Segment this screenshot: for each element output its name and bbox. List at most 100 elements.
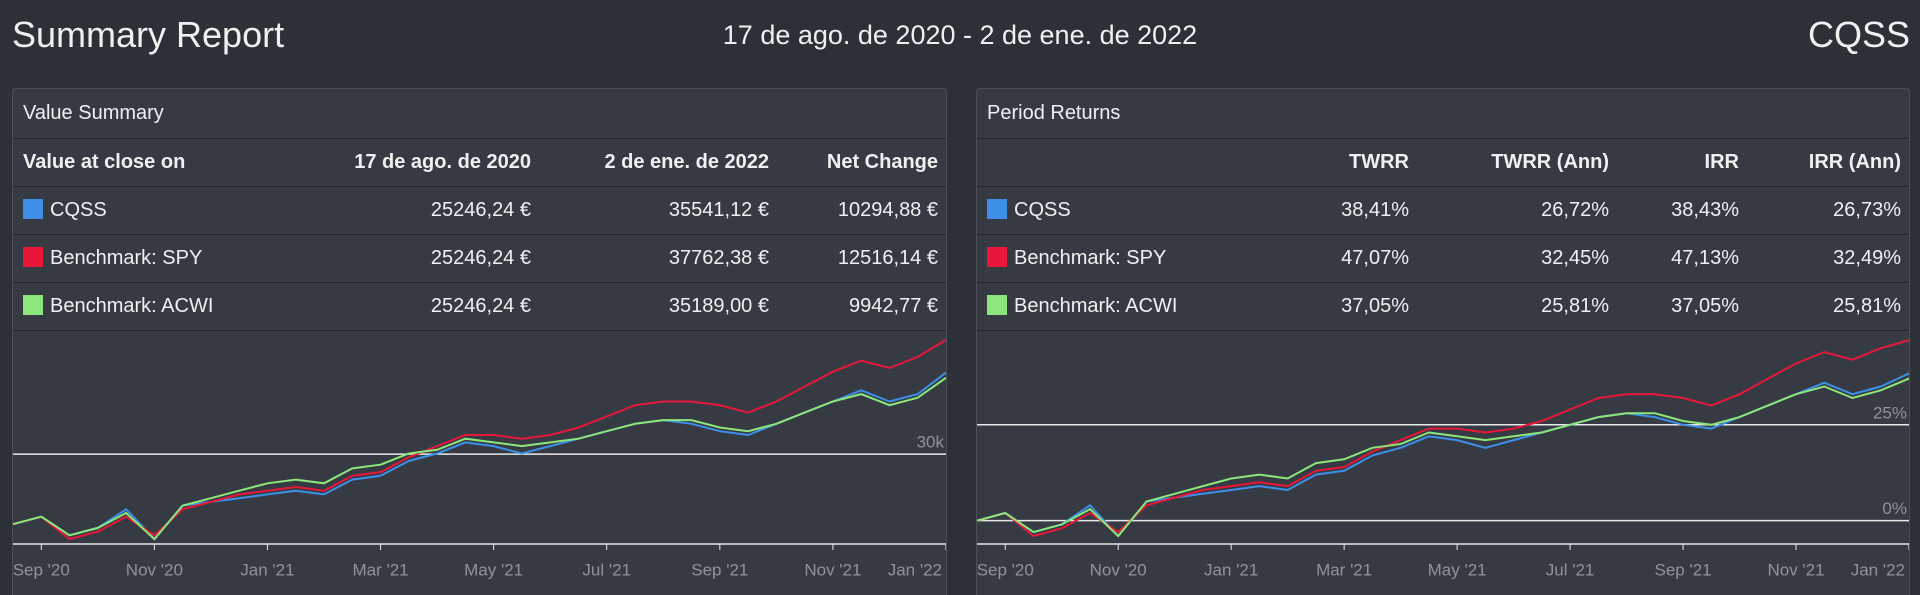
header-cell: 2 de ene. de 2022: [604, 151, 769, 173]
table-cell: CQSS: [23, 187, 281, 234]
header-cell: Value at close on: [23, 151, 186, 173]
cell-text: CQSS: [1014, 199, 1071, 221]
x-tick-label: Sep '21: [691, 560, 748, 579]
table-row: Benchmark: ACWI 25246,24 € 35189,00 € 9942,…: [13, 283, 946, 331]
x-tick-label: Nov '20: [126, 560, 183, 579]
table-row: Benchmark: SPY 47,07% 32,45% 47,13% 32,49%: [977, 235, 1909, 283]
cell-text: 37,05%: [1671, 295, 1739, 317]
table-cell: 37,05%: [1609, 283, 1739, 330]
cell-text: 25246,24 €: [430, 295, 531, 317]
cell-text: 37762,38 €: [668, 247, 769, 269]
table-cell: 35189,00 €: [531, 283, 769, 330]
table-cell: 25,81%: [1739, 283, 1901, 330]
table-cell: 26,72%: [1409, 187, 1609, 234]
table-cell: 25246,24 €: [281, 187, 531, 234]
x-tick-label: Jul '21: [582, 560, 631, 579]
table-cell: 37762,38 €: [531, 235, 769, 282]
legend-swatch: [987, 247, 1007, 267]
report-title: Summary Report: [12, 14, 285, 55]
x-tick-label: Sep '20: [13, 560, 70, 579]
cell-text: 38,41%: [1341, 199, 1409, 221]
x-tick-label: Mar '21: [1316, 560, 1372, 579]
panel-title: Value Summary: [13, 89, 946, 139]
series-line: [977, 377, 1909, 538]
returns-table: TWRR TWRR (Ann) IRR IRR (Ann) CQSS 38,41% 26,7…: [977, 139, 1909, 331]
table-cell: 38,41%: [1237, 187, 1409, 234]
table-cell: 47,07%: [1237, 235, 1409, 282]
cell-text: 47,07%: [1341, 247, 1409, 269]
period-returns-panel: Period Returns TWRR TWRR (Ann) IRR IRR (Ann…: [976, 88, 1910, 595]
table-cell: 25,81%: [1409, 283, 1609, 330]
header-cell: IRR (Ann): [1808, 151, 1901, 173]
header-cell: Net Change: [826, 151, 938, 173]
legend-swatch: [987, 295, 1007, 315]
x-tick-label: Jan '22: [888, 560, 942, 579]
table-row: CQSS 38,41% 26,72% 38,43% 26,73%: [977, 187, 1909, 235]
legend-swatch: [23, 295, 43, 315]
series-line: [977, 372, 1909, 538]
table-cell: 37,05%: [1237, 283, 1409, 330]
table-header-row: TWRR TWRR (Ann) IRR IRR (Ann): [977, 139, 1909, 187]
table-cell: 25246,24 €: [281, 283, 531, 330]
table-row: Benchmark: SPY 25246,24 € 37762,38 € 12516,…: [13, 235, 946, 283]
chart: 0% 25% Sep '20 Nov '20 Jan '21 Mar '21 May '21…: [977, 339, 1909, 579]
table-cell: 26,73%: [1739, 187, 1901, 234]
y-tick-label: 0%: [1882, 499, 1907, 518]
header-cell: 17 de ago. de 2020: [354, 151, 531, 173]
x-tick-label: Nov '20: [1090, 560, 1147, 579]
table-cell: CQSS: [987, 187, 1237, 234]
x-tick-label: Jan '21: [1204, 560, 1258, 579]
cell-text: 26,73%: [1833, 199, 1901, 221]
x-tick-label: Mar '21: [352, 560, 408, 579]
y-tick-label: 25%: [1873, 403, 1907, 422]
series-line: [13, 339, 946, 541]
cell-text: 37,05%: [1341, 295, 1409, 317]
table-row: CQSS 25246,24 € 35541,12 € 10294,88 €: [13, 187, 946, 235]
series-line: [13, 376, 946, 541]
x-tick-label: Jan '22: [1851, 560, 1905, 579]
table-cell: 35541,12 €: [531, 187, 769, 234]
cell-text: 12516,14 €: [837, 247, 938, 269]
portfolio-name: CQSS: [1807, 14, 1910, 55]
table-cell: 25246,24 €: [281, 235, 531, 282]
value-table: Value at close on 17 de ago. de 2020 2 de …: [13, 139, 946, 331]
cell-text: 32,45%: [1541, 247, 1609, 269]
table-cell: 32,49%: [1739, 235, 1901, 282]
value-summary-panel: Value Summary Value at close on 17 de ago…: [12, 88, 947, 595]
cell-text: 47,13%: [1671, 247, 1739, 269]
cell-text: Benchmark: ACWI: [1014, 295, 1178, 317]
cell-text: 35541,12 €: [668, 199, 769, 221]
table-header-row: Value at close on 17 de ago. de 2020 2 de …: [13, 139, 946, 187]
x-tick-label: Jul '21: [1546, 560, 1595, 579]
header-cell: [987, 139, 1237, 186]
cell-text: Benchmark: SPY: [1014, 247, 1167, 269]
header-cell: TWRR: [1349, 151, 1409, 173]
chart: 30k Sep '20 Nov '20 Jan '21 Mar '21 May '21 Ju…: [13, 339, 946, 579]
table-cell: Benchmark: ACWI: [23, 283, 281, 330]
legend-swatch: [987, 199, 1007, 219]
cell-text: 32,49%: [1833, 247, 1901, 269]
legend-swatch: [23, 247, 43, 267]
cell-text: 25246,24 €: [430, 247, 531, 269]
cell-text: 9942,77 €: [849, 295, 938, 317]
cell-text: CQSS: [50, 199, 107, 221]
x-tick-label: May '21: [1428, 560, 1487, 579]
table-cell: 47,13%: [1609, 235, 1739, 282]
cell-text: 25,81%: [1541, 295, 1609, 317]
x-tick-label: Sep '20: [977, 560, 1034, 579]
x-tick-label: Nov '21: [1767, 560, 1824, 579]
x-tick-label: Nov '21: [804, 560, 861, 579]
cell-text: Benchmark: SPY: [50, 247, 203, 269]
cell-text: 26,72%: [1541, 199, 1609, 221]
x-tick-label: Sep '21: [1654, 560, 1711, 579]
cell-text: Benchmark: ACWI: [50, 295, 214, 317]
legend-swatch: [23, 199, 43, 219]
cell-text: 25,81%: [1833, 295, 1901, 317]
table-cell: 9942,77 €: [769, 283, 938, 330]
date-range: 17 de ago. de 2020 - 2 de ene. de 2022: [722, 20, 1198, 50]
table-cell: 12516,14 €: [769, 235, 938, 282]
table-cell: 32,45%: [1409, 235, 1609, 282]
table-cell: 10294,88 €: [769, 187, 938, 234]
cell-text: 35189,00 €: [668, 295, 769, 317]
